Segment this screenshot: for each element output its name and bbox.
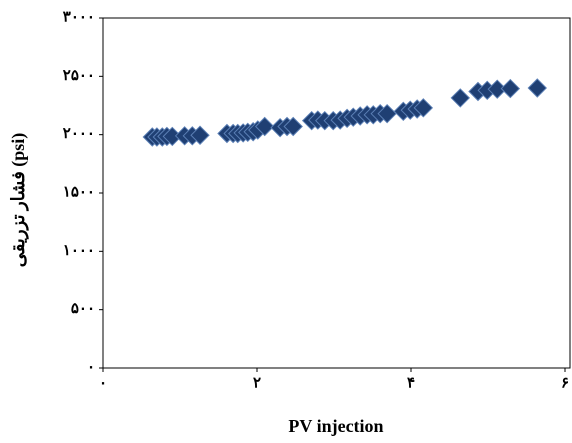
y-tick-label: ۲۰۰۰ xyxy=(63,126,95,142)
plot-area xyxy=(102,17,571,369)
x-tick-label: ۰ xyxy=(99,375,107,391)
point xyxy=(254,116,275,137)
y-tick-label: ۲۵۰۰ xyxy=(63,68,95,84)
x-tick-label: ۲ xyxy=(253,375,261,391)
y-tick-label: ۳۰۰۰ xyxy=(63,9,95,25)
y-tick-label: ۰ xyxy=(87,359,95,375)
y-tick-label: ۵۰۰ xyxy=(71,301,95,317)
point xyxy=(500,78,521,99)
point xyxy=(283,116,303,137)
x-axis-label: PV injection xyxy=(288,416,383,436)
x-tick-label: ۴ xyxy=(407,375,415,391)
y-axis-label: فشار تزریقی (psi) xyxy=(8,133,29,268)
y-tick-label: ۱۰۰۰ xyxy=(63,243,95,259)
point xyxy=(377,103,397,124)
y-tick-label: ۱۵۰۰ xyxy=(63,184,95,200)
point xyxy=(190,125,210,145)
x-tick-label: ۶ xyxy=(561,375,569,391)
point xyxy=(450,88,470,108)
point xyxy=(413,98,434,118)
point xyxy=(527,78,547,98)
